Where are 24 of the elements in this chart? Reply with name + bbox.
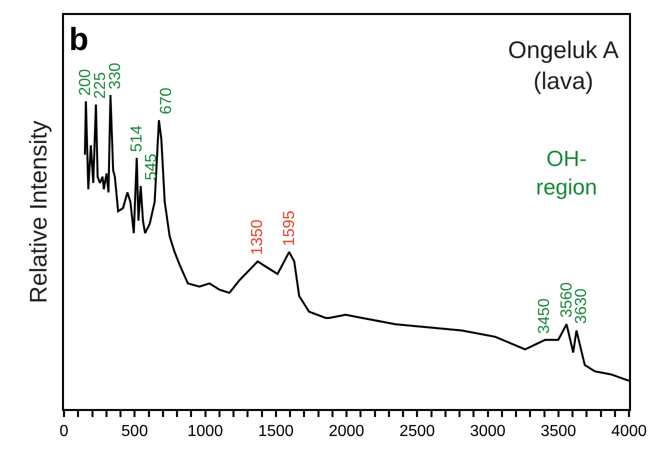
x-tick-label: 3500 bbox=[540, 423, 576, 440]
annotation: 3630 bbox=[573, 288, 590, 324]
annotation: 3560 bbox=[558, 282, 576, 318]
annotation: OH- region bbox=[536, 146, 598, 200]
y-axis-title: Relative Intensity bbox=[26, 120, 53, 304]
annotation: Ongeluk A (lava) bbox=[508, 37, 619, 96]
annotation: 1350 bbox=[249, 219, 266, 256]
text: b bbox=[69, 21, 89, 57]
annotation: 514 bbox=[128, 125, 146, 152]
x-tick-label: 1000 bbox=[187, 423, 224, 440]
x-tick-label: 500 bbox=[121, 423, 148, 440]
annotation: 3450 bbox=[536, 298, 554, 334]
annotation: 670 bbox=[158, 88, 175, 114]
annotation: 1595 bbox=[281, 210, 298, 246]
annotation: 330 bbox=[107, 62, 124, 90]
x-tick-label: 4000 bbox=[611, 423, 647, 440]
x-tick-label: 0 bbox=[60, 423, 69, 440]
annotation: 545 bbox=[143, 154, 160, 180]
x-tick-label: 2000 bbox=[328, 423, 364, 440]
x-tick-label: 3000 bbox=[470, 423, 506, 440]
x-tick-label: 2500 bbox=[399, 423, 436, 440]
x-tick-label: 1500 bbox=[258, 423, 294, 440]
annotation: 225 bbox=[92, 72, 109, 99]
annotation: 200 bbox=[77, 68, 94, 96]
